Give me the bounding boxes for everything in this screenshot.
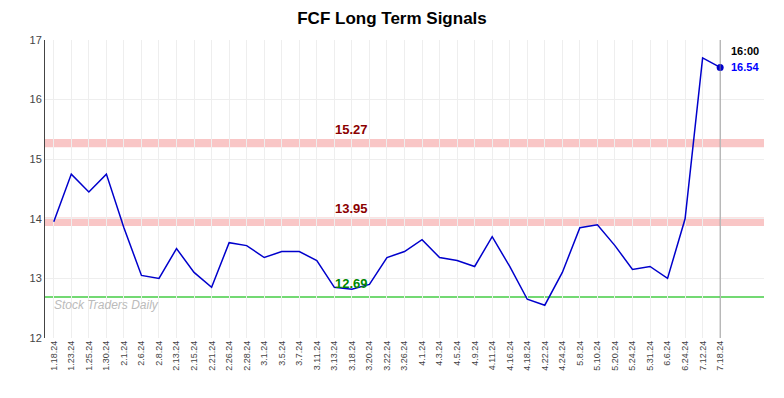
svg-text:16.54: 16.54 [731,61,759,73]
svg-text:4.3.24: 4.3.24 [434,341,444,366]
svg-text:16:00: 16:00 [731,45,759,57]
svg-text:5.10.24: 5.10.24 [592,341,602,371]
svg-text:5.24.24: 5.24.24 [627,341,637,371]
svg-text:3.11.24: 3.11.24 [312,341,322,370]
svg-text:6.6.24: 6.6.24 [662,341,672,366]
svg-text:4.24.24: 4.24.24 [557,341,567,371]
svg-text:1.23.24: 1.23.24 [66,341,76,371]
svg-text:5.20.24: 5.20.24 [610,341,620,371]
svg-text:15: 15 [30,153,42,165]
svg-text:3.20.24: 3.20.24 [364,341,374,371]
svg-text:3.26.24: 3.26.24 [399,341,409,371]
svg-text:FCF Long Term Signals: FCF Long Term Signals [297,9,487,28]
svg-text:3.5.24: 3.5.24 [277,341,287,366]
svg-text:3.22.24: 3.22.24 [382,341,392,371]
svg-text:4.16.24: 4.16.24 [505,341,515,371]
svg-text:4.9.24: 4.9.24 [470,341,480,366]
svg-text:6.24.24: 6.24.24 [680,341,690,371]
svg-text:4.11.24: 4.11.24 [487,341,497,370]
svg-text:2.28.24: 2.28.24 [242,341,252,371]
svg-text:4.1.24: 4.1.24 [417,341,427,366]
svg-text:3.1.24: 3.1.24 [259,341,269,366]
svg-text:3.18.24: 3.18.24 [347,341,357,371]
svg-text:7.12.24: 7.12.24 [698,341,708,371]
svg-text:Stock Traders Daily: Stock Traders Daily [54,298,159,312]
svg-text:2.1.24: 2.1.24 [119,341,129,366]
svg-text:7.18.24: 7.18.24 [715,341,725,371]
svg-text:2.8.24: 2.8.24 [154,341,164,366]
svg-text:1.25.24: 1.25.24 [84,341,94,371]
svg-text:2.15.24: 2.15.24 [189,341,199,371]
svg-text:5.31.24: 5.31.24 [645,341,655,371]
svg-text:12.69: 12.69 [335,276,368,291]
svg-text:13.95: 13.95 [335,201,368,216]
svg-text:2.6.24: 2.6.24 [136,341,146,366]
svg-text:3.7.24: 3.7.24 [294,341,304,366]
svg-text:16: 16 [30,93,42,105]
svg-text:14: 14 [30,213,42,225]
svg-text:1.18.24: 1.18.24 [49,341,59,371]
svg-text:1.30.24: 1.30.24 [101,341,111,371]
svg-text:15.27: 15.27 [335,122,368,137]
svg-text:2.21.24: 2.21.24 [207,341,217,371]
svg-text:4.18.24: 4.18.24 [522,341,532,371]
svg-text:3.13.24: 3.13.24 [329,341,339,371]
svg-text:12: 12 [30,332,42,344]
svg-text:4.5.24: 4.5.24 [452,341,462,366]
svg-text:5.8.24: 5.8.24 [575,341,585,366]
svg-text:13: 13 [30,272,42,284]
svg-text:2.13.24: 2.13.24 [171,341,181,371]
svg-text:2.26.24: 2.26.24 [224,341,234,371]
svg-text:17: 17 [30,34,42,46]
svg-text:4.22.24: 4.22.24 [540,341,550,371]
